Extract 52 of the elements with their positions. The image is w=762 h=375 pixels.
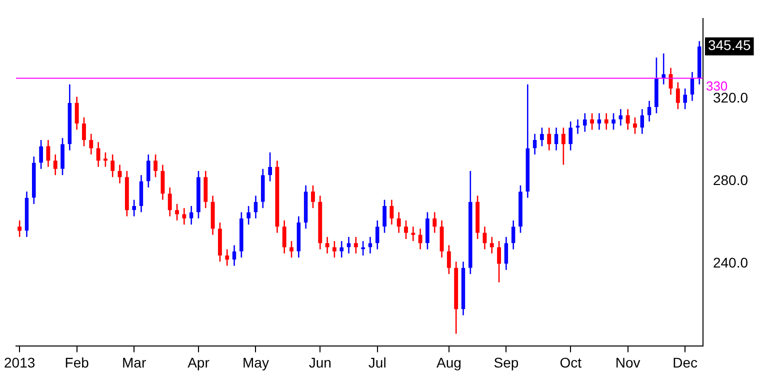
candlestick <box>354 236 358 254</box>
x-tick-label: 2013 <box>4 354 36 370</box>
candlestick <box>390 199 394 226</box>
candlestick <box>182 207 186 226</box>
x-tick-label: Dec <box>672 354 698 370</box>
candlestick <box>626 108 630 130</box>
x-tick-label: Apr <box>188 354 210 370</box>
candlestick <box>676 82 680 110</box>
candlestick <box>53 154 58 176</box>
candlestick <box>396 212 401 234</box>
x-tick-label: Feb <box>64 354 90 370</box>
candlestick <box>110 154 115 178</box>
candlestick <box>175 203 179 222</box>
candlestick <box>604 112 608 130</box>
candlestick <box>418 228 422 250</box>
candlestick <box>282 220 286 254</box>
candlestick <box>18 220 22 238</box>
candlestick <box>411 226 416 242</box>
candlestick <box>311 184 315 209</box>
candlestick <box>446 244 451 275</box>
candlestick <box>96 141 100 168</box>
y-tick-label: 240.0 <box>712 254 748 271</box>
candlestick <box>154 154 158 178</box>
candlestick <box>46 139 50 168</box>
candlestick <box>82 116 86 147</box>
candlestick <box>160 164 165 200</box>
candlestick <box>290 240 294 258</box>
candlestick <box>74 96 79 130</box>
candlestick <box>332 240 336 258</box>
x-tick-label: Nov <box>615 354 640 370</box>
candlestick <box>225 248 230 266</box>
candlestick <box>497 240 501 283</box>
candlestick <box>547 127 552 151</box>
x-tick-label: Mar <box>122 354 146 370</box>
candlestick <box>590 112 594 130</box>
text: 345.45 <box>708 37 751 54</box>
candlestick <box>89 133 94 156</box>
candlestick <box>490 236 494 254</box>
candlestick <box>404 220 408 240</box>
candlestick <box>432 212 437 234</box>
candlestick <box>561 127 566 166</box>
y-tick-label: 280.0 <box>712 172 748 188</box>
x-tick-label: May <box>242 354 269 370</box>
x-tick-label: Aug <box>436 354 462 370</box>
x-tick-label: Sep <box>494 354 519 370</box>
candlestick <box>482 226 487 250</box>
candlestick <box>103 152 108 168</box>
x-tick-label: Jul <box>368 354 386 370</box>
x-tick-label: Jun <box>308 354 332 370</box>
x-tick-label: Oct <box>560 354 582 370</box>
candlestick <box>633 116 637 134</box>
candlestick <box>168 186 172 217</box>
